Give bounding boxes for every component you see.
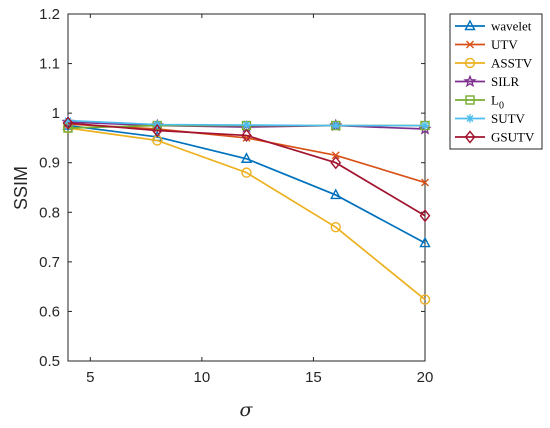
- axes-box: [67, 13, 426, 362]
- legend-label: UTV: [491, 37, 518, 52]
- series-line: [67, 127, 426, 301]
- legend-label: GSUTV: [491, 130, 535, 145]
- legend-entry: L0: [455, 93, 504, 112]
- legend-marker: [466, 40, 474, 49]
- data-point: [419, 236, 431, 248]
- data-point: [63, 116, 73, 125]
- x-axis-label: σ: [240, 399, 254, 421]
- legend-entry: ASSTV: [455, 56, 533, 71]
- legend-entry: UTV: [455, 37, 518, 52]
- data-point: [62, 116, 74, 130]
- series-gsutv: [62, 116, 431, 223]
- legend-label: ASSTV: [491, 56, 533, 71]
- data-point: [241, 167, 252, 178]
- legend-marker: [464, 19, 476, 31]
- y-tick-label: 0.9: [39, 155, 60, 172]
- x-tick-label: 20: [417, 369, 434, 386]
- data-point: [330, 156, 342, 170]
- y-tick-label: 1.2: [39, 6, 60, 23]
- legend-label: wavelet: [491, 19, 532, 34]
- legend-entry: SUTV: [455, 111, 526, 126]
- legend-marker: [463, 74, 477, 88]
- data-point: [330, 221, 341, 233]
- y-tick-label: 0.8: [39, 204, 60, 221]
- x-tick-label: 15: [305, 369, 322, 386]
- series-group: [61, 115, 432, 305]
- legend-entry: GSUTV: [455, 130, 535, 145]
- legend-label: SUTV: [491, 111, 526, 126]
- data-point: [331, 151, 340, 160]
- data-point: [419, 209, 431, 223]
- data-point: [420, 121, 430, 130]
- y-tick-label: 0.6: [39, 303, 60, 320]
- legend-label: L0: [491, 93, 504, 112]
- data-point: [241, 128, 252, 143]
- data-point: [330, 188, 342, 200]
- y-tick-label: 1.1: [39, 56, 60, 73]
- series-line: [67, 124, 426, 244]
- y-tick-label: 0.7: [39, 254, 60, 271]
- data-point: [421, 178, 429, 187]
- data-point: [331, 121, 340, 130]
- legend-marker: [464, 130, 476, 144]
- y-axis-label: SSIM: [11, 166, 31, 210]
- legend-marker: [465, 95, 475, 105]
- legend-entry: wavelet: [455, 19, 532, 34]
- series-line: [67, 122, 426, 217]
- data-point: [240, 152, 253, 163]
- data-point: [151, 123, 163, 138]
- legend-entry: SILR: [455, 74, 520, 89]
- x-tick-label: 10: [194, 369, 211, 386]
- y-tick-label: 1: [52, 105, 60, 122]
- legend-label: SILR: [491, 74, 520, 89]
- y-tick-label: 0.5: [39, 353, 60, 370]
- axes: 0.5 0.6 0.7 0.8 0.9 1 1.1 1.2 5 10 15 20: [39, 6, 433, 386]
- data-point: [419, 294, 431, 305]
- legend-marker: [464, 57, 476, 69]
- plot-area: [68, 14, 425, 361]
- legend-marker: [465, 114, 475, 123]
- x-tick-label: 5: [86, 369, 94, 386]
- data-point: [242, 120, 251, 130]
